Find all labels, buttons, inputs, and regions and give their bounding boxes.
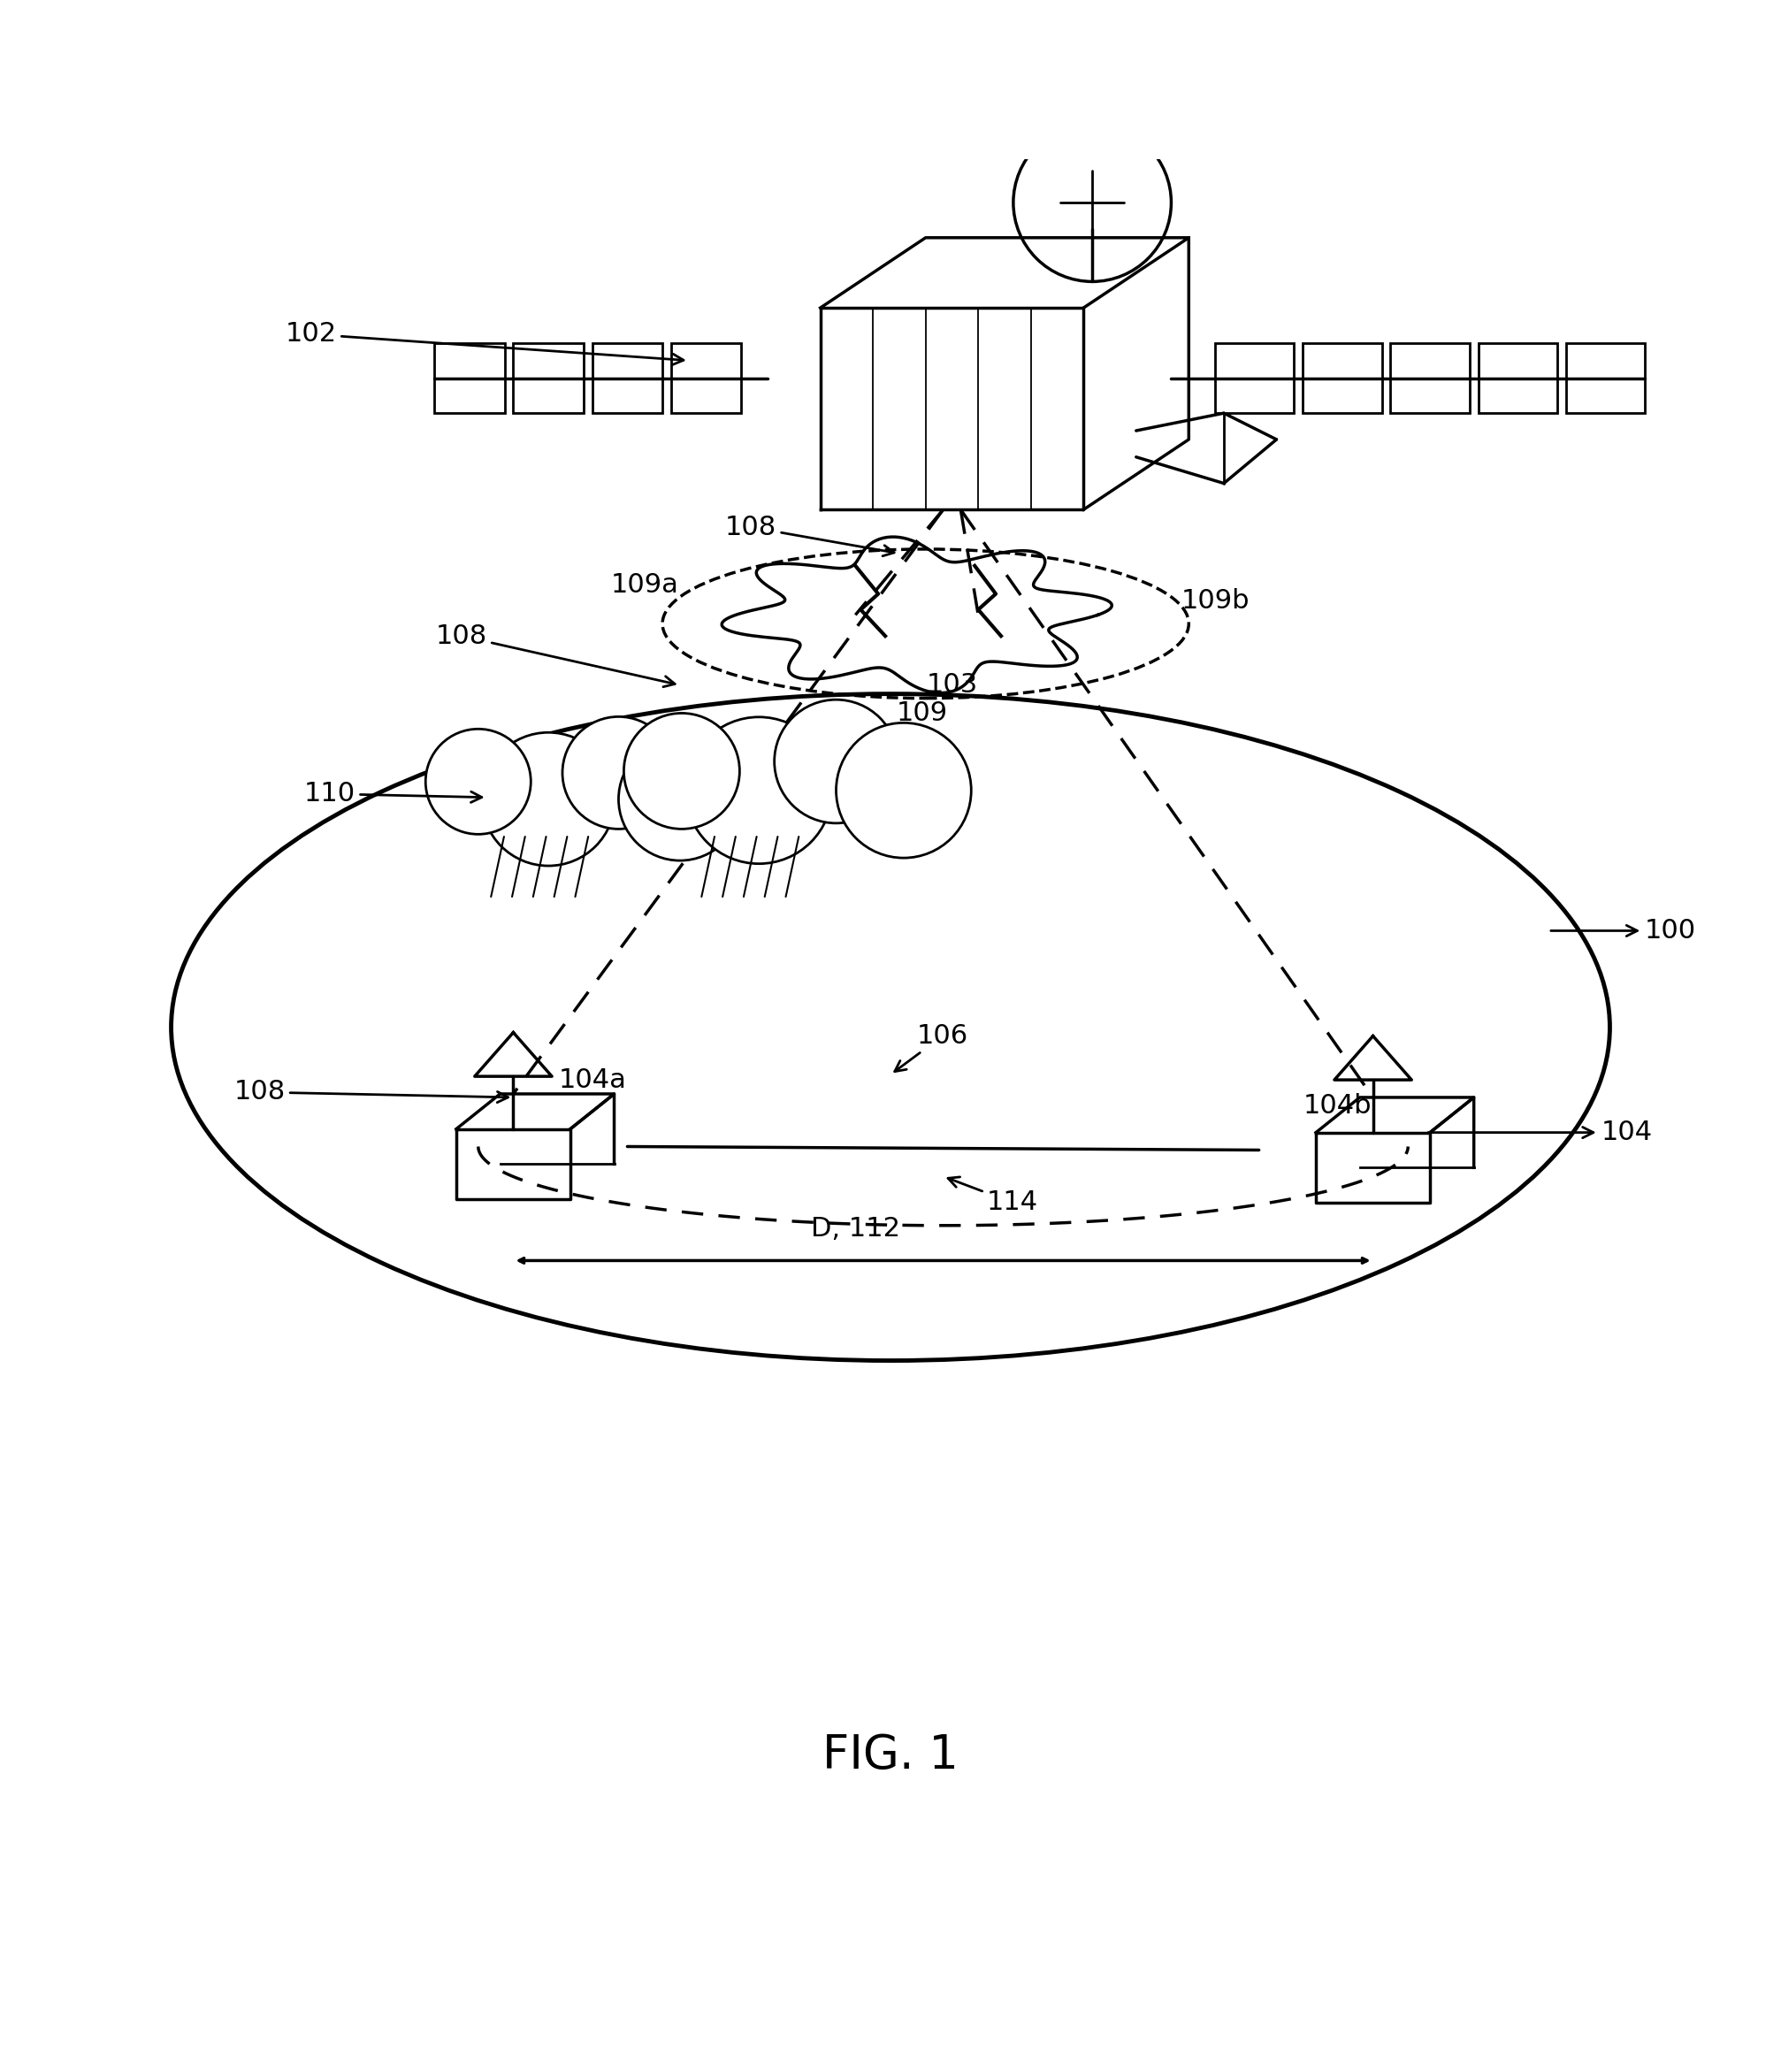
Text: 108: 108	[233, 1080, 508, 1104]
Text: 100: 100	[1551, 918, 1696, 943]
Text: D, 112: D, 112	[810, 1216, 899, 1241]
Circle shape	[481, 733, 614, 866]
Text: 103: 103	[926, 671, 978, 698]
Bar	[435, 344, 504, 412]
Text: 109: 109	[896, 700, 947, 725]
Text: 102: 102	[285, 321, 684, 365]
Text: 110: 110	[305, 781, 483, 806]
Text: FIG. 1: FIG. 1	[823, 1732, 958, 1778]
Circle shape	[686, 717, 832, 864]
Circle shape	[623, 713, 739, 829]
Bar	[1478, 344, 1557, 412]
Text: 108: 108	[436, 624, 675, 686]
Circle shape	[618, 738, 741, 860]
Text: 114: 114	[947, 1177, 1038, 1216]
Bar	[1565, 344, 1646, 412]
Bar	[1215, 344, 1295, 412]
Circle shape	[563, 717, 675, 829]
Text: 104b: 104b	[1304, 1094, 1371, 1119]
Text: 106: 106	[894, 1024, 969, 1071]
Bar	[513, 344, 584, 412]
Text: 109a: 109a	[611, 572, 679, 599]
Bar	[1302, 344, 1382, 412]
Circle shape	[835, 723, 971, 858]
Text: 109b: 109b	[1181, 588, 1248, 613]
Text: 108: 108	[725, 514, 894, 555]
Bar	[593, 344, 663, 412]
Circle shape	[775, 700, 898, 823]
Text: 104: 104	[1428, 1119, 1653, 1146]
Bar	[1391, 344, 1469, 412]
Text: 104a: 104a	[557, 1067, 627, 1092]
Circle shape	[426, 729, 531, 835]
Bar	[671, 344, 741, 412]
